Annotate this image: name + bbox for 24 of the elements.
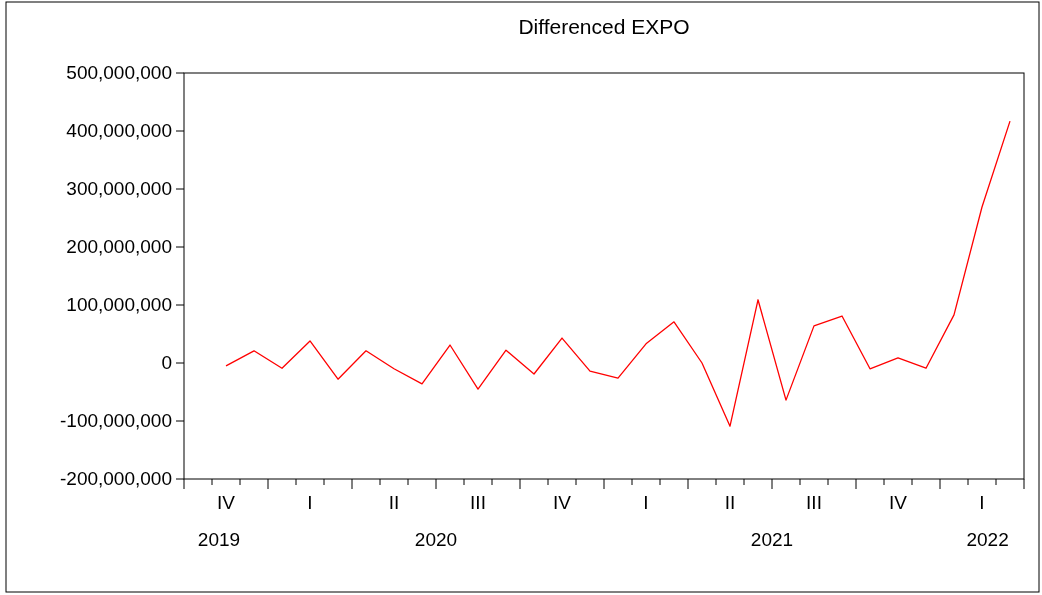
x-tick-label: IV: [553, 492, 572, 513]
x-tick-label: III: [470, 492, 486, 513]
line-series: [225, 120, 1011, 427]
chart-title: Differenced EXPO: [518, 15, 690, 38]
x-tick-label: III: [806, 492, 822, 513]
y-tick-label: 300,000,000: [66, 178, 172, 199]
text: 2020: [414, 529, 458, 550]
y-tick-label: 100,000,000: [66, 294, 172, 315]
y-tick-label: 200,000,000: [66, 236, 172, 257]
text: 2019: [197, 529, 241, 550]
text: 2021: [750, 529, 794, 550]
x-tick-label: IV: [889, 492, 908, 513]
x-tick-label: IV: [217, 492, 236, 513]
y-tick-label: 0: [161, 352, 172, 373]
x-tick-label: I: [979, 492, 985, 513]
x-tick-label: II: [724, 492, 736, 513]
y-tick-label: 500,000,000: [66, 62, 172, 83]
x-tick-label: I: [643, 492, 649, 513]
y-tick-label: -200,000,000: [60, 468, 172, 489]
x-tick-label: II: [388, 492, 400, 513]
y-tick-label: 400,000,000: [66, 120, 172, 141]
x-tick-label: I: [307, 492, 313, 513]
text: 2022: [966, 529, 1009, 550]
y-tick-label: -100,000,000: [60, 410, 172, 431]
